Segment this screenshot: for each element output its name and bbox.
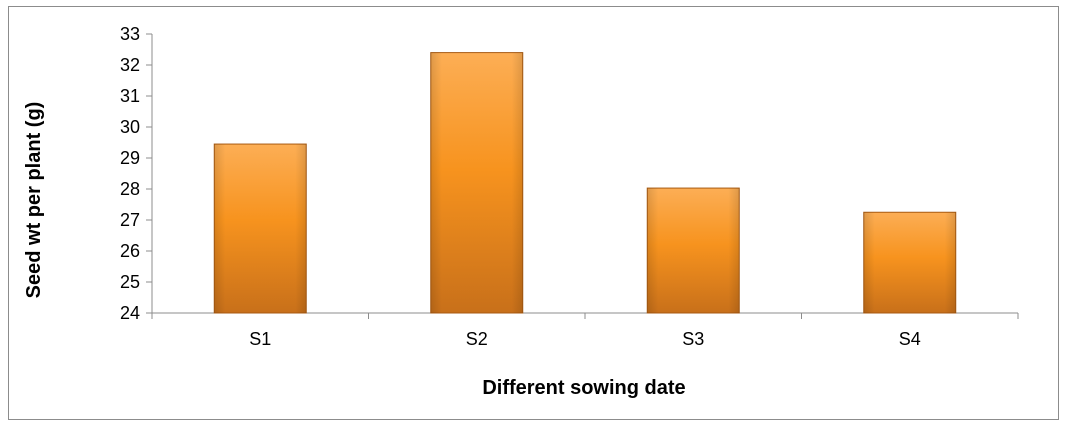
x-tick-label: S1 bbox=[249, 329, 271, 349]
y-tick-label: 33 bbox=[120, 24, 140, 44]
x-tick-label: S3 bbox=[682, 329, 704, 349]
y-tick-label: 30 bbox=[120, 117, 140, 137]
bar-s4 bbox=[863, 211, 957, 314]
y-axis-title: Seed wt per plant (g) bbox=[23, 102, 45, 299]
x-axis-title: Different sowing date bbox=[482, 377, 685, 399]
y-tick-label: 27 bbox=[120, 210, 140, 230]
y-tick-label: 24 bbox=[120, 303, 140, 323]
y-tick-label: 31 bbox=[120, 86, 140, 106]
y-tick-label: 32 bbox=[120, 55, 140, 75]
bar-s1 bbox=[213, 143, 307, 314]
bars bbox=[213, 52, 957, 314]
bar-s3 bbox=[646, 187, 740, 314]
y-tick-label: 25 bbox=[120, 272, 140, 292]
y-tick-label: 26 bbox=[120, 241, 140, 261]
y-tick-label: 28 bbox=[120, 179, 140, 199]
x-tick-label: S4 bbox=[899, 329, 921, 349]
x-axis: S1 S2 S3 S4 bbox=[151, 312, 1019, 349]
y-axis: 24 25 26 27 28 29 30 31 32 33 bbox=[120, 24, 153, 323]
x-tick-label: S2 bbox=[466, 329, 488, 349]
bar-s2 bbox=[430, 52, 524, 314]
y-tick-label: 29 bbox=[120, 148, 140, 168]
